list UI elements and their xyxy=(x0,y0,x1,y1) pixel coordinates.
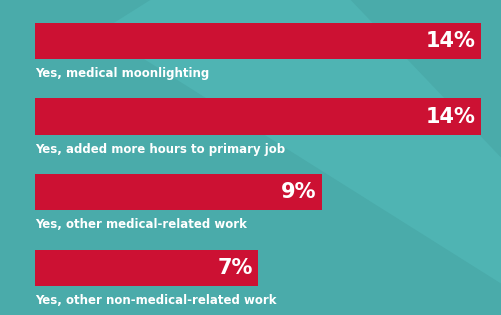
Text: Yes, added more hours to primary job: Yes, added more hours to primary job xyxy=(35,142,285,156)
Text: Yes, medical moonlighting: Yes, medical moonlighting xyxy=(35,67,209,80)
Text: 14%: 14% xyxy=(426,106,476,127)
Text: Yes, other medical-related work: Yes, other medical-related work xyxy=(35,218,247,231)
Bar xyxy=(35,174,322,210)
Text: 9%: 9% xyxy=(281,182,317,202)
Text: 14%: 14% xyxy=(426,31,476,51)
Bar xyxy=(35,98,481,135)
Text: 7%: 7% xyxy=(217,258,253,278)
Bar xyxy=(35,23,481,59)
Text: Yes, other non-medical-related work: Yes, other non-medical-related work xyxy=(35,294,277,307)
Polygon shape xyxy=(100,0,501,284)
Bar xyxy=(35,249,258,286)
